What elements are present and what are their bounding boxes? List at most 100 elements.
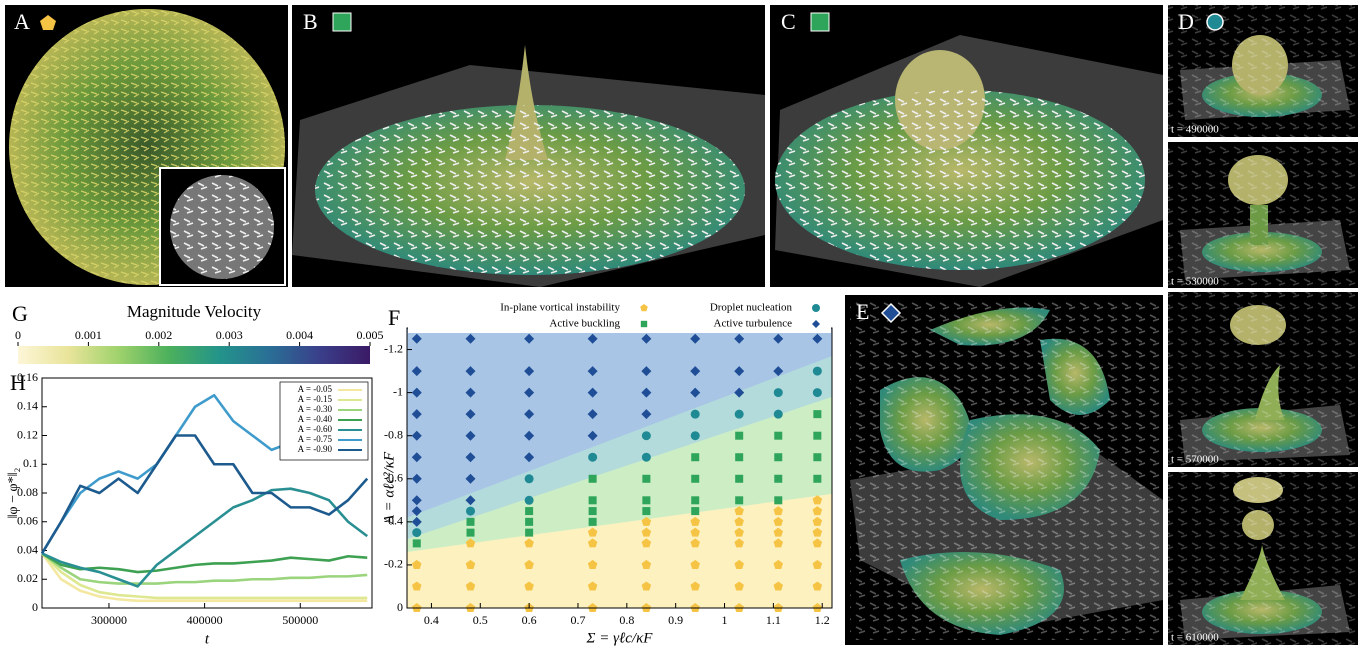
marker bbox=[774, 432, 782, 440]
marker-icon bbox=[1207, 14, 1223, 30]
marker bbox=[813, 432, 821, 440]
legend-marker bbox=[641, 321, 647, 327]
marker bbox=[525, 529, 533, 537]
marker bbox=[525, 507, 533, 515]
marker bbox=[642, 507, 650, 515]
marker bbox=[735, 453, 743, 461]
arrow-field bbox=[775, 90, 1145, 270]
y-tick-label: 0.14 bbox=[17, 399, 38, 413]
time-label: t = 570000 bbox=[1171, 454, 1219, 466]
y-axis-label: A = αℓc²/κF bbox=[381, 451, 397, 525]
marker bbox=[589, 507, 597, 515]
time-label: t = 610000 bbox=[1171, 632, 1219, 644]
y-tick-label: -0.8 bbox=[384, 427, 403, 441]
marker bbox=[589, 496, 597, 504]
x-tick-label: 0.4 bbox=[424, 613, 439, 627]
marker bbox=[588, 453, 597, 462]
marker bbox=[525, 496, 534, 505]
legend-label: Active turbulence bbox=[714, 318, 793, 330]
marker bbox=[735, 410, 744, 419]
inset-arrows bbox=[170, 175, 274, 279]
panel-label: G bbox=[12, 301, 28, 326]
marker bbox=[691, 453, 699, 461]
tick-label: 0.001 bbox=[75, 328, 102, 342]
legend-label: Droplet nucleation bbox=[710, 302, 793, 314]
y-tick-label: 0.02 bbox=[17, 571, 38, 585]
x-tick-label: 0.5 bbox=[473, 613, 488, 627]
marker bbox=[813, 410, 821, 418]
y-axis-label: ‖φ − φ*‖₂ bbox=[6, 467, 21, 518]
time-label: t = 490000 bbox=[1171, 124, 1219, 136]
y-tick-label: -1.2 bbox=[384, 341, 403, 355]
panel-label: A bbox=[14, 9, 30, 34]
marker bbox=[735, 475, 743, 483]
marker bbox=[813, 367, 822, 376]
x-tick-label: 0.9 bbox=[668, 613, 683, 627]
y-tick-label: -1 bbox=[393, 384, 403, 398]
legend-label: A = -0.15 bbox=[298, 394, 333, 404]
marker bbox=[813, 388, 822, 397]
marker bbox=[642, 431, 651, 440]
x-tick-label: 300000 bbox=[91, 613, 127, 627]
marker bbox=[774, 475, 782, 483]
panel-label: F bbox=[388, 305, 400, 330]
x-tick-label: 500000 bbox=[282, 613, 318, 627]
legend-label: A = -0.60 bbox=[298, 424, 333, 434]
marker bbox=[774, 388, 783, 397]
x-axis-label: Σ = γℓc/κF bbox=[586, 630, 654, 646]
panel-label: E bbox=[856, 299, 869, 324]
marker bbox=[589, 518, 597, 526]
marker bbox=[691, 475, 699, 483]
legend-label: A = -0.30 bbox=[298, 404, 333, 414]
marker bbox=[691, 431, 700, 440]
panel-label: D bbox=[1178, 9, 1194, 34]
legend-label: A = -0.75 bbox=[298, 434, 333, 444]
x-tick-label: 0.7 bbox=[570, 613, 585, 627]
marker bbox=[774, 453, 782, 461]
arrow-field bbox=[315, 105, 745, 275]
marker bbox=[774, 496, 782, 504]
tick-label: 0.003 bbox=[216, 328, 243, 342]
marker bbox=[525, 518, 533, 526]
marker bbox=[691, 410, 700, 419]
tick-label: 0.002 bbox=[145, 328, 172, 342]
marker bbox=[642, 475, 650, 483]
marker bbox=[813, 475, 821, 483]
marker bbox=[466, 507, 475, 516]
marker bbox=[412, 528, 421, 537]
x-tick-label: 1.1 bbox=[766, 613, 781, 627]
marker bbox=[691, 496, 699, 504]
legend-marker bbox=[812, 304, 820, 312]
colorbar-title: Magnitude Velocity bbox=[127, 302, 262, 321]
marker bbox=[642, 453, 651, 462]
tick-label: 0.004 bbox=[286, 328, 313, 342]
legend-label: A = -0.90 bbox=[298, 444, 333, 454]
arrow-field bbox=[1168, 5, 1358, 645]
tick-label: 0 bbox=[15, 328, 21, 342]
marker bbox=[467, 518, 475, 526]
marker-icon bbox=[333, 13, 351, 31]
marker bbox=[467, 529, 475, 537]
arrow-field bbox=[850, 300, 1160, 640]
y-tick-label: 0.16 bbox=[17, 370, 38, 384]
y-tick-label: 0 bbox=[397, 600, 403, 614]
panel-d: D t = 490000 t = 530000 t = 570000 t = 6… bbox=[1168, 5, 1358, 645]
time-label: t = 530000 bbox=[1171, 276, 1219, 288]
legend-label: A = -0.40 bbox=[298, 414, 333, 424]
x-tick-label: 1 bbox=[722, 613, 728, 627]
marker-icon bbox=[811, 13, 829, 31]
y-tick-label: 0.04 bbox=[17, 542, 38, 556]
legend-label: Active buckling bbox=[549, 318, 620, 330]
x-tick-label: 400000 bbox=[187, 613, 223, 627]
marker bbox=[774, 410, 783, 419]
y-tick-label: -0.2 bbox=[384, 557, 403, 571]
legend-label: A = -0.05 bbox=[298, 384, 333, 394]
marker bbox=[735, 496, 743, 504]
x-tick-label: 1.2 bbox=[815, 613, 830, 627]
figure: A B C D t = 490000 t = 530000 t = 570000… bbox=[0, 0, 1361, 650]
panel-label: C bbox=[781, 9, 796, 34]
panel-label: B bbox=[303, 9, 318, 34]
marker bbox=[813, 453, 821, 461]
marker bbox=[691, 507, 699, 515]
x-tick-label: 0.8 bbox=[619, 613, 634, 627]
